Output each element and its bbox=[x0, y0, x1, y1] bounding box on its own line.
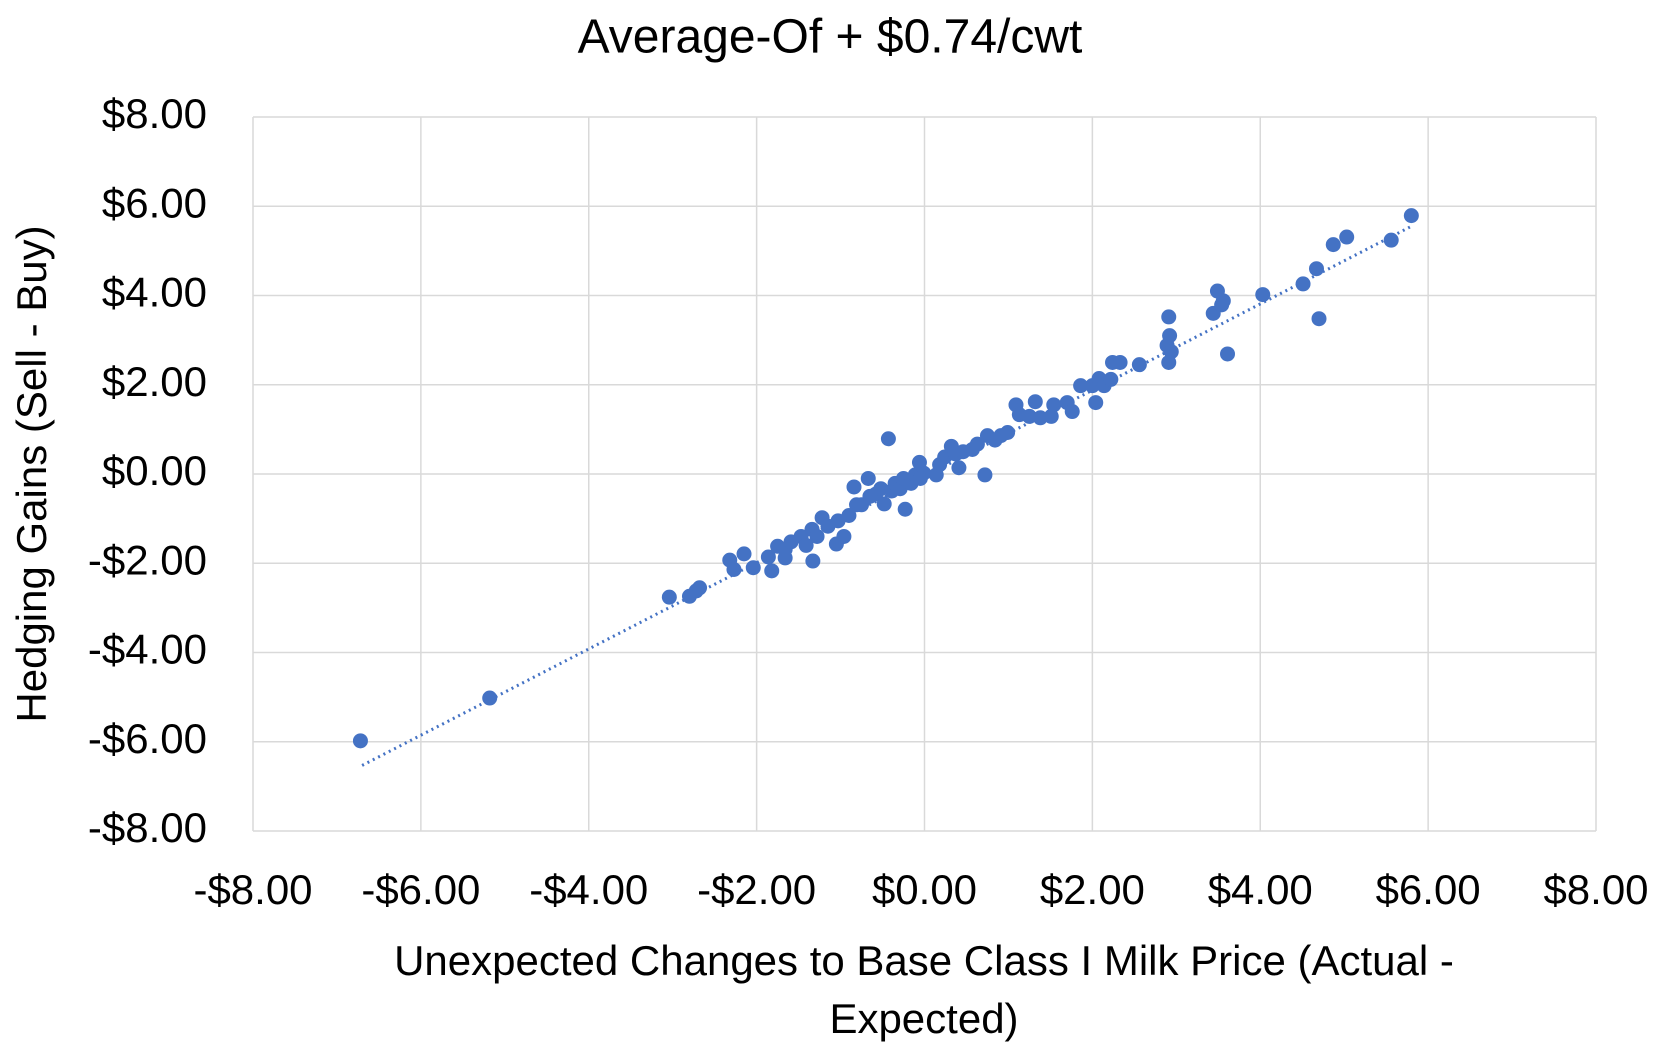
y-tick-label: $8.00 bbox=[102, 90, 207, 137]
chart-title: Average-Of + $0.74/cwt bbox=[578, 11, 1083, 64]
y-axis-label: Hedging Gains (Sell - Buy) bbox=[8, 225, 55, 722]
point bbox=[860, 470, 876, 486]
point bbox=[726, 561, 742, 577]
point bbox=[1088, 395, 1104, 411]
point bbox=[1403, 208, 1419, 224]
y-tick-label: -$2.00 bbox=[88, 536, 207, 583]
x-tick-label: $4.00 bbox=[1208, 866, 1313, 913]
point bbox=[1215, 293, 1231, 309]
point bbox=[1162, 328, 1178, 344]
point bbox=[1161, 354, 1177, 370]
point bbox=[352, 733, 368, 749]
point bbox=[1032, 410, 1048, 426]
point bbox=[764, 563, 780, 579]
point bbox=[951, 460, 967, 476]
point bbox=[1043, 408, 1059, 424]
y-tick-label: -$6.00 bbox=[88, 715, 207, 762]
point bbox=[482, 690, 498, 706]
x-tick-label: -$6.00 bbox=[361, 866, 480, 913]
point bbox=[692, 580, 708, 596]
point bbox=[1220, 346, 1236, 362]
x-tick-label: -$8.00 bbox=[193, 866, 312, 913]
point bbox=[1000, 424, 1016, 440]
x-tick-label: $0.00 bbox=[872, 866, 977, 913]
x-tick-label: $8.00 bbox=[1543, 866, 1648, 913]
point bbox=[880, 431, 896, 447]
point bbox=[1112, 354, 1128, 370]
point bbox=[841, 508, 857, 524]
point bbox=[846, 479, 862, 495]
x-tick-label: -$2.00 bbox=[697, 866, 816, 913]
point bbox=[661, 589, 677, 605]
point bbox=[1311, 311, 1327, 327]
point bbox=[1103, 371, 1119, 387]
point bbox=[1131, 357, 1147, 373]
point bbox=[1027, 394, 1043, 410]
point bbox=[1295, 276, 1311, 292]
y-tick-label: $6.00 bbox=[102, 179, 207, 226]
point bbox=[1021, 408, 1037, 424]
point bbox=[1046, 397, 1062, 413]
point bbox=[745, 560, 761, 576]
point bbox=[897, 501, 913, 517]
point bbox=[836, 528, 852, 544]
x-tick-label: -$4.00 bbox=[529, 866, 648, 913]
point bbox=[760, 549, 776, 565]
point bbox=[1383, 232, 1399, 248]
x-tick-label: $2.00 bbox=[1040, 866, 1145, 913]
y-tick-label: -$4.00 bbox=[88, 626, 207, 673]
point bbox=[876, 496, 892, 512]
point bbox=[977, 467, 993, 483]
x-tick-label: $6.00 bbox=[1376, 866, 1481, 913]
point bbox=[912, 470, 928, 486]
point bbox=[1325, 237, 1341, 253]
y-tick-label: $0.00 bbox=[102, 447, 207, 494]
point bbox=[1255, 287, 1271, 303]
x-axis-label: Unexpected Changes to Base Class I Milk … bbox=[394, 937, 1454, 1042]
point bbox=[1339, 229, 1355, 245]
point bbox=[1161, 309, 1177, 325]
point bbox=[1073, 378, 1089, 394]
point bbox=[809, 528, 825, 544]
point bbox=[1308, 261, 1324, 277]
point bbox=[805, 553, 821, 569]
y-tick-label: $4.00 bbox=[102, 269, 207, 316]
point bbox=[736, 546, 752, 562]
y-tick-label: $2.00 bbox=[102, 358, 207, 405]
point bbox=[777, 550, 793, 566]
y-tick-label: -$8.00 bbox=[88, 804, 207, 851]
point bbox=[798, 537, 814, 553]
point bbox=[969, 436, 985, 452]
point bbox=[1064, 404, 1080, 420]
